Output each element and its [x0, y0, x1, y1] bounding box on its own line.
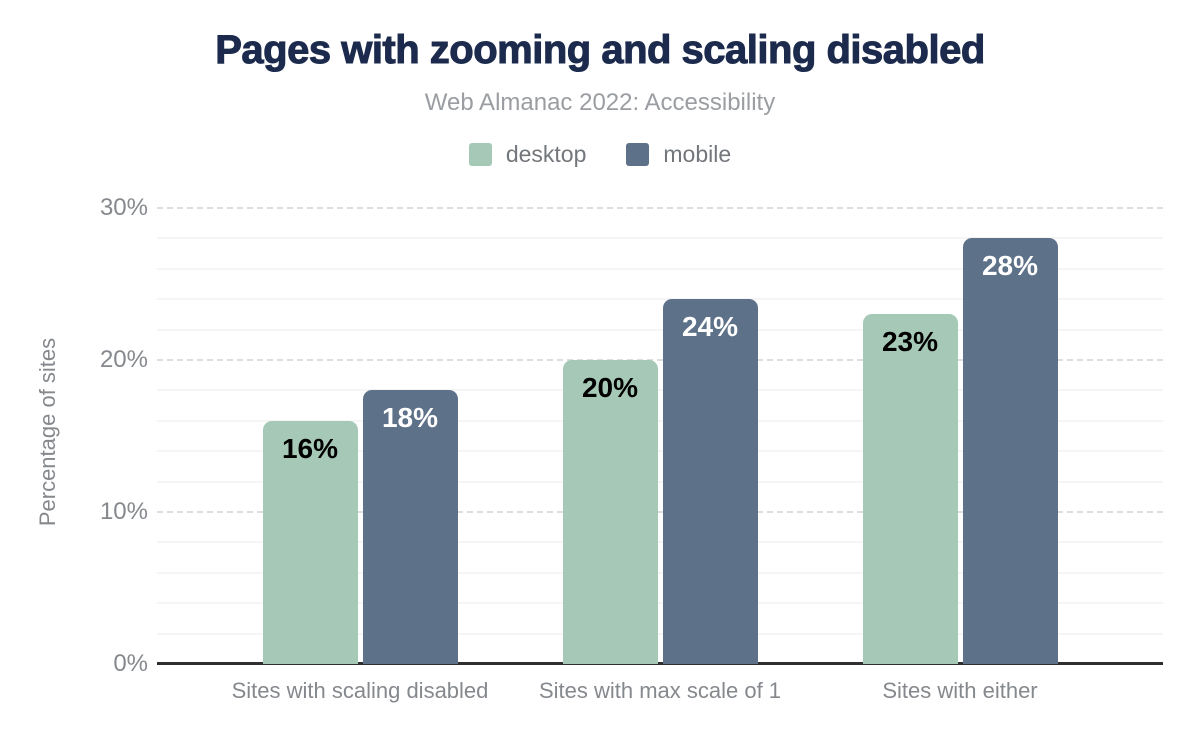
- y-tick-label: 10%: [99, 498, 148, 525]
- bar-value-label-desktop: 20%: [581, 372, 639, 403]
- legend-label: mobile: [663, 141, 732, 167]
- gridline-minor: [157, 632, 1163, 635]
- gridline-major: [157, 511, 1163, 513]
- bar-value-label-mobile: 18%: [381, 402, 439, 434]
- gridline-minor: [157, 237, 1163, 240]
- bar-value-label-desktop: 16%: [281, 432, 339, 464]
- gridline-minor: [157, 419, 1163, 422]
- y-tick-label: 20%: [99, 346, 148, 373]
- gridline-minor: [157, 602, 1163, 605]
- y-tick-label: 30%: [99, 194, 148, 221]
- bar-value-label-mobile: 28%: [981, 250, 1039, 282]
- chart-subtitle: Web Almanac 2022: Accessibility: [424, 89, 776, 116]
- gridline-minor: [157, 571, 1163, 574]
- bar-mobile: 18%: [362, 390, 458, 664]
- legend: desktop mobile: [0, 141, 1200, 168]
- gridline-minor: [157, 267, 1163, 270]
- gridline-minor: [157, 450, 1163, 453]
- bar-desktop: 20%: [562, 360, 658, 664]
- gridline-minor: [157, 328, 1163, 331]
- chart-title: Pages with zooming and scaling disabled: [215, 28, 986, 73]
- x-axis-line: [157, 662, 1163, 665]
- legend-item-desktop: desktop: [468, 141, 587, 168]
- legend-label: desktop: [505, 141, 587, 167]
- gridline-minor: [157, 541, 1163, 544]
- x-category-label: Sites with scaling disabled: [231, 678, 489, 703]
- bar-mobile: 28%: [962, 238, 1058, 664]
- x-category-label: Sites with either: [882, 678, 1038, 703]
- x-category-label: Sites with max scale of 1: [538, 678, 782, 703]
- gridline-minor: [157, 480, 1163, 483]
- bar-value-label-mobile: 24%: [681, 311, 739, 343]
- bar-desktop: 16%: [262, 420, 358, 664]
- bar-desktop: 23%: [862, 314, 958, 664]
- bar-mobile: 24%: [662, 299, 758, 664]
- gridline-major: [157, 207, 1163, 209]
- gridline-minor: [157, 389, 1163, 392]
- gridline-major: [157, 359, 1163, 361]
- legend-swatch-mobile: [626, 143, 650, 166]
- legend-swatch-desktop: [468, 143, 492, 166]
- bar-value-label-desktop: 23%: [881, 326, 939, 358]
- legend-item-mobile: mobile: [626, 141, 731, 168]
- y-tick-label: 0%: [113, 650, 148, 677]
- gridline-minor: [157, 298, 1163, 301]
